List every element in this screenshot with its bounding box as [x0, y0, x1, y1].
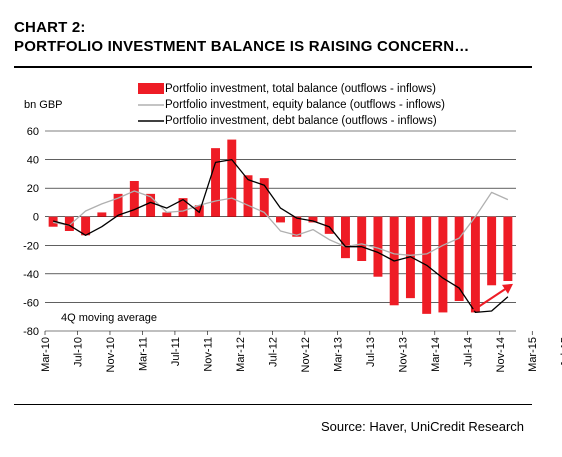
trend-arrow [471, 283, 513, 312]
bar [357, 216, 367, 261]
x-tick-label: Mar-13 [332, 337, 344, 372]
top-rule [14, 66, 532, 68]
bar [324, 216, 334, 234]
bar [276, 216, 285, 223]
bar [487, 216, 497, 286]
bar [81, 216, 91, 236]
legend: Portfolio investment, total balance (out… [138, 83, 445, 127]
x-tick-label: Nov-14 [495, 337, 507, 372]
arrow-head [502, 283, 513, 294]
bar [292, 216, 302, 237]
legend-label: Portfolio investment, equity balance (ou… [165, 99, 445, 111]
source-note: Source: Haver, UniCredit Research [320, 419, 524, 434]
x-tick-label: Mar-11 [137, 337, 149, 371]
legend-swatch-bar [138, 83, 164, 94]
bar [340, 216, 350, 259]
x-tick-label: Jul-13 [365, 337, 377, 367]
x-tick-label: Nov-11 [202, 337, 214, 372]
bar [259, 178, 269, 217]
bar [97, 212, 107, 217]
bar [129, 181, 139, 217]
axes: -80 -60 -40 -20 0 20 40 60 Mar-10 Jul-10 Nov-10 Mar… [23, 126, 562, 372]
bar [162, 212, 172, 217]
bar [178, 198, 188, 217]
x-tick-label: Jul-10 [72, 337, 84, 367]
x-tick-label: Mar-14 [430, 337, 442, 372]
bar [373, 216, 383, 277]
y-tick-label: 40 [27, 155, 39, 167]
x-tick-label: Mar-12 [235, 337, 247, 372]
bar [438, 216, 448, 313]
equity-balance-line [52, 190, 509, 256]
x-tick-label: Mar-15 [527, 337, 539, 372]
x-tick-label: Jul-11 [170, 337, 182, 366]
y-tick-label: -80 [23, 326, 39, 338]
x-tick-label: Nov-12 [300, 337, 312, 372]
bar [48, 216, 58, 227]
x-tick-label: Mar-10 [40, 337, 52, 372]
y-tick-label: 60 [27, 126, 39, 138]
chart-number: CHART 2: [14, 19, 86, 36]
bottom-rule [14, 404, 532, 405]
bar [227, 139, 237, 217]
y-tick-label: -40 [23, 269, 39, 281]
legend-label: Portfolio investment, debt balance (outf… [165, 115, 437, 127]
bar [64, 216, 74, 231]
x-tick-label: Jul-15 [560, 337, 562, 367]
arrow-shaft [471, 287, 508, 312]
y-tick-label: 0 [33, 212, 39, 224]
chart-area: -80 -60 -40 -20 0 20 40 60 Mar-10 Jul-10 Nov-10 Mar… [23, 83, 562, 372]
bar [211, 148, 221, 217]
bar [503, 216, 513, 281]
y-axis-label: bn GBP [24, 99, 63, 111]
bar [454, 216, 464, 301]
y-tick-label: -60 [23, 297, 39, 309]
x-tick-label: Nov-10 [105, 337, 117, 372]
bar-series [48, 139, 513, 314]
x-tick-label: Jul-12 [267, 337, 279, 367]
debt-balance-line [52, 158, 509, 314]
y-tick-label: -20 [23, 240, 39, 252]
bar [308, 216, 318, 223]
line-series [52, 158, 509, 314]
gridlines [45, 130, 516, 332]
x-tick-label: Nov-13 [397, 337, 409, 372]
moving-average-note: 4Q moving average [61, 312, 157, 324]
bar [243, 175, 253, 217]
bar [146, 193, 156, 217]
legend-label: Portfolio investment, total balance (out… [165, 83, 436, 95]
bar [113, 193, 123, 217]
x-tick-label: Jul-14 [462, 337, 474, 367]
y-tick-label: 20 [27, 183, 39, 195]
chart-title: PORTFOLIO INVESTMENT BALANCE IS RAISING … [14, 38, 470, 55]
bar [470, 216, 480, 313]
